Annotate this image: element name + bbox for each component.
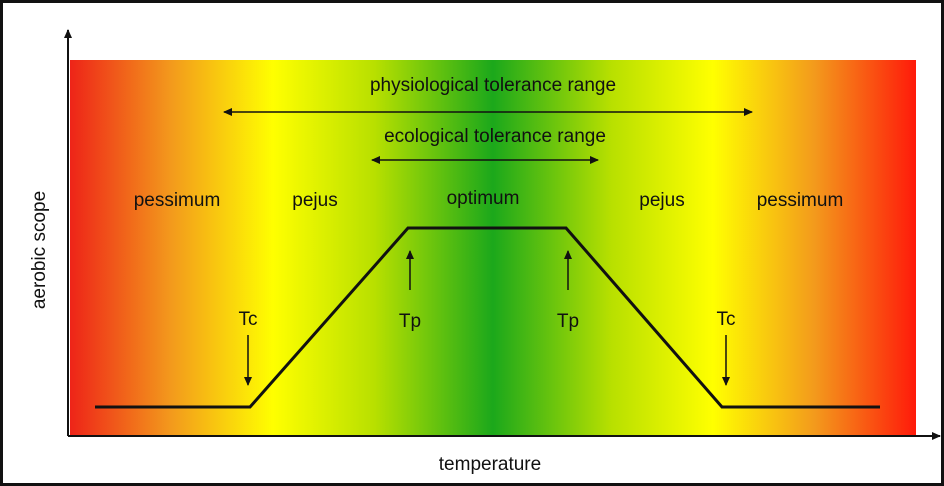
zone-label: pessimum bbox=[134, 190, 221, 211]
marker-label: Tc bbox=[717, 309, 736, 330]
marker-label: Tc bbox=[239, 309, 258, 330]
x-axis-label: temperature bbox=[439, 454, 541, 475]
marker-label: Tp bbox=[557, 311, 579, 332]
aerobic-scope-curve bbox=[95, 226, 880, 409]
zone-label: pessimum bbox=[757, 190, 844, 211]
zone-label: optimum bbox=[447, 188, 520, 209]
marker-label: Tp bbox=[399, 311, 421, 332]
temperature-gradient bbox=[70, 60, 916, 436]
zone-label: pejus bbox=[292, 190, 337, 211]
y-axis-label: aerobic scope bbox=[29, 191, 50, 309]
range-label: physiological tolerance range bbox=[370, 75, 616, 96]
zone-label: pejus bbox=[639, 190, 684, 211]
range-label: ecological tolerance range bbox=[384, 126, 606, 147]
